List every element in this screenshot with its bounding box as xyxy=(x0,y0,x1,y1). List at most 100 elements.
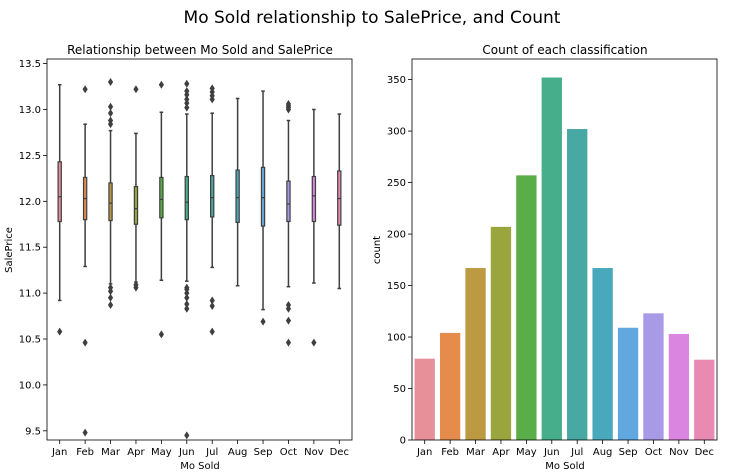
countplot-bar xyxy=(414,358,435,440)
boxplot-panel: Relationship between Mo Sold and SalePri… xyxy=(4,43,353,472)
countplot-x-tick-label: Mar xyxy=(466,447,486,458)
boxplot-y-tick-label: 10.5 xyxy=(19,335,41,346)
countplot-x-tick-label: Aug xyxy=(593,447,613,458)
boxplot-outlier xyxy=(107,301,114,310)
countplot-bar xyxy=(643,313,664,440)
countplot-y-tick-label: 100 xyxy=(387,333,406,344)
boxplot-marks: 9.5 10.0 10.5 11.0 11.5 12.0 12.5 13.0 13.5 Jan Fe… xyxy=(19,59,349,458)
countplot-x-axis-label: Mo Sold xyxy=(545,461,585,472)
countplot-bar xyxy=(567,129,588,441)
boxplot-outlier xyxy=(107,102,114,111)
figure-title: Mo Sold relationship to SalePrice, and C… xyxy=(184,8,561,28)
boxplot-outlier xyxy=(209,327,215,336)
boxplot-x-tick-label: Jan xyxy=(51,447,67,458)
countplot-x-tick-label: Jun xyxy=(543,447,560,458)
countplot-x-tick-label: Apr xyxy=(492,447,510,458)
countplot-x-tick-label: Feb xyxy=(441,447,459,458)
boxplot-y-axis-label: SalePrice xyxy=(4,227,15,273)
countplot-y-tick-label: 50 xyxy=(393,384,406,395)
countplot-x-tick-label: Nov xyxy=(669,447,689,458)
boxplot-frame xyxy=(46,58,353,441)
countplot-bar xyxy=(694,359,715,440)
boxplot-box xyxy=(311,175,317,223)
boxplot-box xyxy=(108,182,113,222)
boxplot-x-tick-label: Feb xyxy=(76,447,94,458)
boxplot-y-tick-label: 12.0 xyxy=(19,197,41,208)
boxplot-outlier xyxy=(107,116,114,125)
countplot-x-tick-label: Jan xyxy=(416,447,432,458)
boxplot-outlier xyxy=(285,338,292,347)
boxplot-outlier xyxy=(311,338,317,347)
boxplot-title: Relationship between Mo Sold and SalePri… xyxy=(67,43,333,57)
boxplot-outlier xyxy=(260,317,266,326)
countplot-bar xyxy=(439,332,461,440)
boxplot-x-tick-label: Jul xyxy=(205,447,218,458)
boxplot-outlier xyxy=(184,79,190,88)
boxplot-outlier xyxy=(285,301,292,310)
boxplot-box xyxy=(57,161,62,223)
boxplot-x-tick-label: Apr xyxy=(127,447,145,458)
boxplot-outlier xyxy=(107,283,114,292)
boxplot-x-axis-label: Mo Sold xyxy=(180,461,220,472)
boxplot-x-tick-label: Nov xyxy=(304,447,324,458)
countplot-bar xyxy=(617,327,639,440)
boxplot-y-tick-label: 11.5 xyxy=(19,243,41,254)
boxplot-outlier xyxy=(82,338,88,347)
countplot-bar xyxy=(465,268,486,440)
boxplot-y-tick-label: 12.5 xyxy=(19,151,41,162)
boxplot-outlier xyxy=(82,85,88,94)
boxplot-x-tick-label: Mar xyxy=(101,447,121,458)
boxplot-outlier xyxy=(285,99,292,108)
boxplot-x-tick-label: Sep xyxy=(254,447,273,458)
boxplot-box xyxy=(235,169,240,224)
countplot-title: Count of each classification xyxy=(482,43,647,57)
countplot-bar xyxy=(668,333,690,440)
boxplot-box xyxy=(133,186,139,225)
countplot-bar xyxy=(541,77,562,441)
boxplot-outlier xyxy=(158,330,164,339)
boxplot-box xyxy=(286,180,291,223)
boxplot-box xyxy=(210,174,215,218)
countplot-panel: Count of each classification Mo Sold cou… xyxy=(372,43,718,472)
boxplot-box xyxy=(159,176,164,219)
boxplot-x-tick-label: Oct xyxy=(280,447,297,458)
countplot-y-tick-label: 0 xyxy=(400,436,406,447)
countplot-y-tick-label: 250 xyxy=(387,178,406,189)
countplot-marks: 0 50 100 150 200 250 300 350 Jan Feb Mar Apr May Jun J… xyxy=(387,75,715,458)
countplot-x-tick-label: Sep xyxy=(619,447,638,458)
boxplot-outlier xyxy=(209,301,215,310)
boxplot-outlier xyxy=(82,428,88,437)
boxplot-x-tick-label: Jun xyxy=(178,447,195,458)
boxplot-outlier xyxy=(107,77,114,86)
boxplot-outlier xyxy=(184,293,190,302)
boxplot-outlier xyxy=(107,293,114,302)
boxplot-outlier xyxy=(133,280,139,289)
countplot-y-axis-label: count xyxy=(372,236,383,264)
boxplot-outlier xyxy=(184,431,190,440)
boxplot-outlier xyxy=(285,316,292,325)
countplot-x-tick-label: May xyxy=(516,447,537,458)
boxplot-x-tick-label: May xyxy=(151,447,172,458)
boxplot-box xyxy=(184,175,189,221)
boxplot-y-tick-label: 11.0 xyxy=(19,289,41,300)
boxplot-y-tick-label: 9.5 xyxy=(25,426,41,437)
boxplot-x-tick-label: Dec xyxy=(330,447,349,458)
countplot-x-tick-label: Oct xyxy=(645,447,662,458)
boxplot-x-tick-label: Aug xyxy=(228,447,248,458)
boxplot-y-tick-label: 10.0 xyxy=(19,380,41,391)
countplot-frame xyxy=(411,58,718,441)
boxplot-outlier xyxy=(133,85,139,94)
boxplot-outlier xyxy=(57,327,63,336)
countplot-y-tick-label: 350 xyxy=(387,75,406,86)
boxplot-outlier xyxy=(184,304,190,313)
boxplot-outlier xyxy=(184,95,190,104)
countplot-y-tick-label: 300 xyxy=(387,127,406,138)
countplot-x-tick-label: Dec xyxy=(695,447,714,458)
boxplot-outlier xyxy=(107,109,114,118)
boxplot-outlier xyxy=(184,103,190,112)
countplot-bar xyxy=(592,268,613,440)
boxplot-box xyxy=(260,166,266,227)
countplot-x-tick-label: Jul xyxy=(570,447,583,458)
countplot-y-tick-label: 200 xyxy=(387,230,406,241)
